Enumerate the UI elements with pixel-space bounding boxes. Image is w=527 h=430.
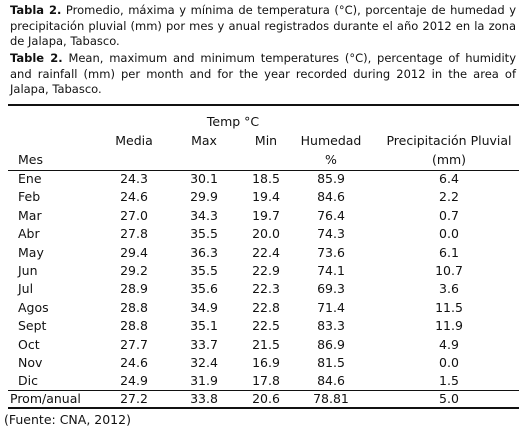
table-cell: 35.1 bbox=[190, 318, 218, 334]
table-cell: 24.6 bbox=[120, 189, 148, 205]
table-cell: 6.4 bbox=[439, 171, 459, 186]
source-note: (Fuente: CNA, 2012) bbox=[4, 412, 131, 427]
table-cell: 11.5 bbox=[435, 299, 463, 315]
table-cell: 34.3 bbox=[190, 207, 218, 223]
table-cell: 24.3 bbox=[120, 171, 148, 186]
column-header: Mes bbox=[18, 152, 43, 167]
table-cell: 32.4 bbox=[190, 355, 218, 370]
table-cell: 35.5 bbox=[190, 226, 218, 242]
footer-cell: 27.2 bbox=[120, 391, 148, 406]
table-cell: 29.2 bbox=[120, 263, 148, 278]
table-cell: 30.1 bbox=[190, 171, 218, 186]
table-cell: 22.4 bbox=[252, 244, 280, 260]
header-rule bbox=[8, 170, 519, 171]
table-cell: 27.8 bbox=[120, 226, 148, 242]
footer-label: Prom/anual bbox=[10, 391, 81, 406]
table-cell: 28.8 bbox=[120, 318, 148, 334]
table-cell: 2.2 bbox=[439, 189, 459, 205]
table-cell: 71.4 bbox=[317, 299, 345, 315]
table-cell: 22.8 bbox=[252, 299, 280, 315]
table-bottom-rule bbox=[8, 407, 519, 409]
row-label: Abr bbox=[18, 226, 40, 242]
table-cell: 74.1 bbox=[317, 263, 345, 278]
footer-rule bbox=[8, 390, 519, 391]
table-cell: 22.9 bbox=[252, 263, 280, 278]
table-cell: 36.3 bbox=[190, 244, 218, 260]
table-cell: 19.7 bbox=[252, 207, 280, 223]
table-cell: 21.5 bbox=[252, 336, 280, 352]
group-header: Temp °C bbox=[206, 114, 260, 129]
caption-text: Mean, maximum and minimum temperatures (… bbox=[10, 51, 516, 96]
caption-en: Table 2. Mean, maximum and minimum tempe… bbox=[10, 51, 516, 98]
table-cell: 0.0 bbox=[439, 226, 459, 242]
table-cell: 27.0 bbox=[120, 207, 148, 223]
table-cell: 4.9 bbox=[439, 336, 459, 352]
table-cell: 19.4 bbox=[252, 189, 280, 205]
caption-es: Tabla 2. Promedio, máxima y mínima de te… bbox=[10, 3, 516, 50]
column-header: Max bbox=[191, 133, 217, 148]
row-label: Sept bbox=[18, 318, 47, 334]
table-cell: 10.7 bbox=[435, 263, 463, 278]
table-cell: 86.9 bbox=[317, 336, 345, 352]
table-cell: 22.3 bbox=[252, 281, 280, 297]
column-header: Humedad bbox=[300, 133, 362, 148]
table-cell: 27.7 bbox=[120, 336, 148, 352]
table-cell: 24.9 bbox=[120, 373, 148, 389]
table-cell: 0.0 bbox=[439, 355, 459, 370]
footer-cell: 78.81 bbox=[313, 391, 349, 406]
table-cell: 74.3 bbox=[317, 226, 345, 242]
row-label: Feb bbox=[18, 189, 41, 205]
column-unit: (mm) bbox=[431, 152, 467, 167]
row-label: Agos bbox=[18, 299, 49, 315]
table-cell: 83.3 bbox=[317, 318, 345, 334]
table-cell: 69.3 bbox=[317, 281, 345, 297]
table-cell: 22.5 bbox=[252, 318, 280, 334]
footer-cell: 5.0 bbox=[439, 391, 459, 406]
table-cell: 76.4 bbox=[317, 207, 345, 223]
caption-label: Table 2. bbox=[10, 51, 63, 65]
column-unit: % bbox=[325, 152, 337, 167]
table-cell: 35.5 bbox=[190, 263, 218, 278]
column-header: Precipitación Pluvial bbox=[386, 133, 512, 148]
table-cell: 31.9 bbox=[190, 373, 218, 389]
caption-label: Tabla 2. bbox=[10, 3, 62, 17]
footer-cell: 33.8 bbox=[190, 391, 218, 406]
row-label: Nov bbox=[18, 355, 43, 370]
table-cell: 1.5 bbox=[439, 373, 459, 389]
row-label: Jun bbox=[18, 263, 38, 278]
row-label: Ene bbox=[18, 171, 42, 186]
table-cell: 11.9 bbox=[435, 318, 463, 334]
table-cell: 34.9 bbox=[190, 299, 218, 315]
table-cell: 29.4 bbox=[120, 244, 148, 260]
table-cell: 73.6 bbox=[317, 244, 345, 260]
table-cell: 17.8 bbox=[252, 373, 280, 389]
row-label: May bbox=[18, 244, 44, 260]
table-top-rule bbox=[8, 104, 519, 106]
table-cell: 29.9 bbox=[190, 189, 218, 205]
table-cell: 3.6 bbox=[439, 281, 459, 297]
row-label: Dic bbox=[18, 373, 38, 389]
caption-text: Promedio, máxima y mínima de temperatura… bbox=[10, 3, 517, 48]
table-cell: 28.8 bbox=[120, 299, 148, 315]
table-cell: 84.6 bbox=[317, 373, 345, 389]
column-header: Media bbox=[115, 133, 153, 148]
table-cell: 35.6 bbox=[190, 281, 218, 297]
row-label: Mar bbox=[18, 207, 42, 223]
row-label: Oct bbox=[18, 336, 40, 352]
table-cell: 20.0 bbox=[252, 226, 280, 242]
table-cell: 16.9 bbox=[252, 355, 280, 370]
table-cell: 0.7 bbox=[439, 207, 459, 223]
table-cell: 33.7 bbox=[190, 336, 218, 352]
table-cell: 24.6 bbox=[120, 355, 148, 370]
table-cell: 84.6 bbox=[317, 189, 345, 205]
row-label: Jul bbox=[18, 281, 34, 297]
table-cell: 28.9 bbox=[120, 281, 148, 297]
table-cell: 18.5 bbox=[252, 171, 280, 186]
table-cell: 6.1 bbox=[439, 244, 459, 260]
footer-cell: 20.6 bbox=[252, 391, 280, 406]
column-header: Min bbox=[254, 133, 278, 148]
table-cell: 81.5 bbox=[317, 355, 345, 370]
table-cell: 85.9 bbox=[317, 171, 345, 186]
